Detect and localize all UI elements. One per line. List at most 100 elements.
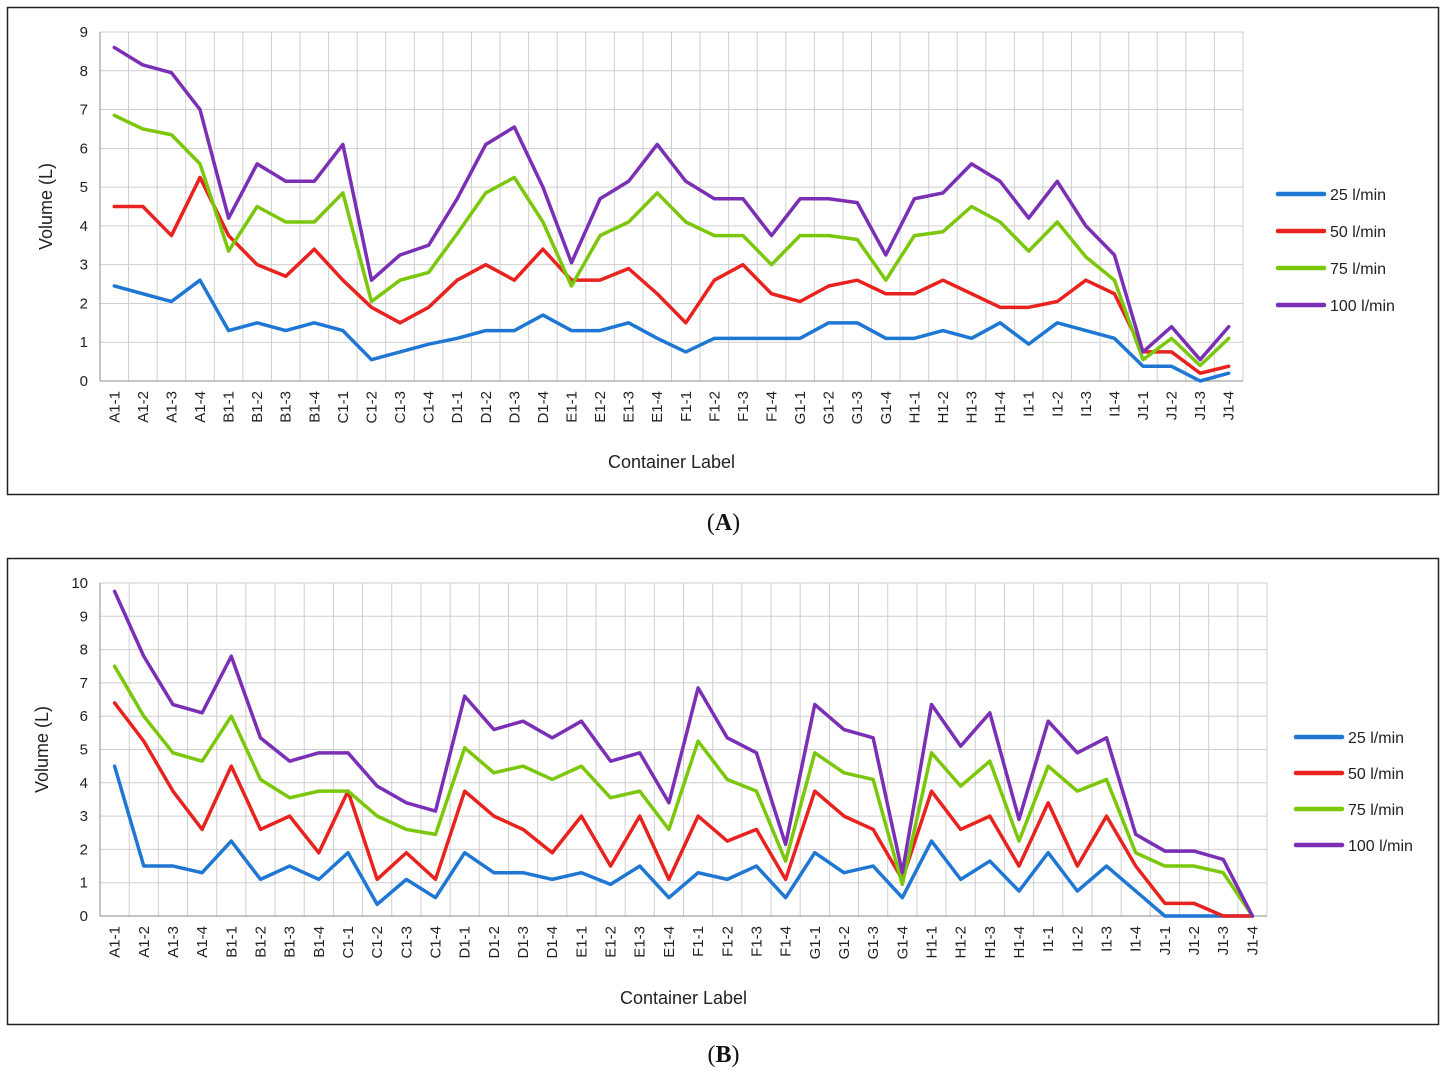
x-tick-label: G1-3 <box>865 926 882 959</box>
legend-label: 75 l/min <box>1348 802 1404 819</box>
x-tick-label: G1-3 <box>849 391 866 424</box>
x-tick-label: C1-4 <box>428 926 445 959</box>
caption-a-open: ( <box>706 510 715 536</box>
y-tick-label: 8 <box>80 63 88 80</box>
x-tick-label: D1-1 <box>449 391 466 424</box>
chart-b: 0 1 2 3 4 5 6 7 8 9 10 A1-1 A1-2 A1-3 A1-4 B1-1 B1-2 B1-3… <box>32 575 1413 1008</box>
x-tick-label: A1-3 <box>165 926 182 958</box>
x-tick-label: E1-4 <box>649 391 666 423</box>
x-tick-label: I1-4 <box>1128 926 1145 952</box>
x-tick-label: A1-2 <box>135 391 152 423</box>
y-tick-label: 3 <box>80 808 88 825</box>
x-tick-label: E1-1 <box>563 391 580 423</box>
x-tick-label: F1-4 <box>764 391 781 422</box>
x-tick-label: C1-3 <box>398 926 415 959</box>
y-axis-title: Volume (L) <box>36 163 56 250</box>
y-axis-title: Volume (L) <box>32 706 52 793</box>
x-tick-label: I1-1 <box>1040 926 1057 952</box>
series-line <box>112 764 1255 918</box>
y-tick-label: 1 <box>80 875 88 892</box>
x-tick-label: E1-3 <box>632 926 649 958</box>
caption-b: (B) <box>0 1042 1447 1069</box>
y-tick-label: 7 <box>80 102 88 119</box>
y-tick-label: 1 <box>80 334 88 351</box>
caption-a-close: ) <box>732 510 741 536</box>
x-tick-label: B1-3 <box>282 926 299 958</box>
x-tick-label: D1-2 <box>486 926 503 959</box>
x-tick-label: E1-4 <box>661 926 678 958</box>
x-tick-label: J1-1 <box>1135 391 1152 420</box>
chart-a: 0 1 2 3 4 5 6 7 8 9 A1-1 A1-2 A1-3 A1-4 B1-1 B1-2 B1-3 B1… <box>36 24 1395 472</box>
x-tick-label: E1-3 <box>621 391 638 423</box>
x-axis-title: Container Label <box>608 452 735 472</box>
series-line <box>112 701 1255 918</box>
x-tick-label: E1-2 <box>592 391 609 423</box>
x-tick-label: E1-2 <box>603 926 620 958</box>
y-tick-label: 9 <box>80 24 88 41</box>
x-tick-label: I1-1 <box>1021 391 1038 417</box>
y-tick-label: 0 <box>80 373 88 390</box>
x-tick-label: C1-4 <box>421 391 438 424</box>
x-tick-label: F1-1 <box>690 926 707 957</box>
x-tick-label: J1-2 <box>1164 391 1181 420</box>
x-tick-label: I1-2 <box>1049 391 1066 417</box>
x-tick-label: J1-3 <box>1192 391 1209 420</box>
x-tick-label: B1-4 <box>311 926 328 958</box>
y-tick-label: 9 <box>80 608 88 625</box>
y-tick-label: 6 <box>80 140 88 157</box>
x-tick-label: C1-1 <box>340 926 357 959</box>
y-tick-label: 2 <box>80 841 88 858</box>
legend-label: 50 l/min <box>1330 224 1386 241</box>
caption-b-open: ( <box>707 1042 716 1068</box>
x-tick-label: H1-4 <box>1011 926 1028 959</box>
x-tick-label: C1-2 <box>363 391 380 424</box>
x-tick-label: H1-2 <box>935 391 952 424</box>
x-tick-label: H1-1 <box>906 391 923 424</box>
legend-label: 100 l/min <box>1330 298 1395 315</box>
x-tick-label: H1-1 <box>923 926 940 959</box>
y-tick-label: 7 <box>80 675 88 692</box>
x-tick-label: G1-4 <box>878 391 895 424</box>
caption-a-label: A <box>714 510 733 536</box>
x-tick-label: F1-2 <box>719 926 736 957</box>
x-tick-label: D1-3 <box>506 391 523 424</box>
x-tick-label: I1-3 <box>1099 926 1116 952</box>
x-tick-label: F1-3 <box>748 926 765 957</box>
x-tick-label: C1-1 <box>335 391 352 424</box>
x-tick-label: F1-1 <box>678 391 695 422</box>
caption-b-label: B <box>715 1042 732 1068</box>
y-tick-label: 4 <box>80 218 88 235</box>
x-tick-label: G1-1 <box>807 926 824 959</box>
x-tick-label: H1-3 <box>982 926 999 959</box>
x-tick-label: H1-3 <box>964 391 981 424</box>
x-tick-label: D1-4 <box>535 391 552 424</box>
x-tick-label: B1-3 <box>278 391 295 423</box>
x-tick-label: F1-2 <box>706 391 723 422</box>
series-line <box>112 664 1255 918</box>
legend-label: 50 l/min <box>1348 766 1404 783</box>
legend-label: 100 l/min <box>1348 838 1413 855</box>
legend-label: 25 l/min <box>1330 187 1386 204</box>
x-tick-label: J1-2 <box>1186 926 1203 955</box>
x-tick-label: A1-4 <box>194 926 211 958</box>
caption-a: (A) <box>0 510 1447 537</box>
x-tick-label: D1-1 <box>457 926 474 959</box>
x-tick-label: B1-1 <box>223 926 240 958</box>
x-tick-label: J1-4 <box>1244 926 1261 955</box>
x-tick-label: A1-2 <box>136 926 153 958</box>
legend-label: 75 l/min <box>1330 261 1386 278</box>
x-tick-label: B1-4 <box>306 391 323 423</box>
x-tick-label: C1-2 <box>369 926 386 959</box>
x-tick-label: I1-4 <box>1106 391 1123 417</box>
series-line <box>112 113 1231 368</box>
x-tick-label: J1-3 <box>1215 926 1232 955</box>
series-line <box>112 278 1231 383</box>
x-tick-label: G1-4 <box>894 926 911 959</box>
y-tick-label: 6 <box>80 708 88 725</box>
x-tick-label: G1-1 <box>792 391 809 424</box>
y-tick-label: 10 <box>71 575 88 592</box>
y-tick-label: 8 <box>80 642 88 659</box>
x-tick-label: J1-1 <box>1157 926 1174 955</box>
caption-b-close: ) <box>731 1042 740 1068</box>
